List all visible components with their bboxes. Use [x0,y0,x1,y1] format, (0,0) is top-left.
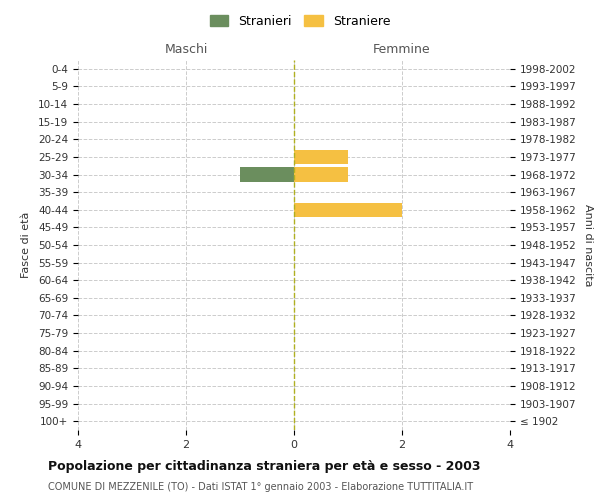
Bar [294,168,348,181]
Y-axis label: Anni di nascita: Anni di nascita [583,204,593,286]
Text: Femmine: Femmine [373,44,431,57]
Text: COMUNE DI MEZZENILE (TO) - Dati ISTAT 1° gennaio 2003 - Elaborazione TUTTITALIA.: COMUNE DI MEZZENILE (TO) - Dati ISTAT 1°… [48,482,473,492]
Bar [294,150,348,164]
Bar [240,168,294,181]
Legend: Stranieri, Straniere: Stranieri, Straniere [206,11,394,32]
Bar [294,202,402,217]
Text: Maschi: Maschi [164,44,208,57]
Y-axis label: Fasce di età: Fasce di età [21,212,31,278]
Text: Popolazione per cittadinanza straniera per età e sesso - 2003: Popolazione per cittadinanza straniera p… [48,460,481,473]
